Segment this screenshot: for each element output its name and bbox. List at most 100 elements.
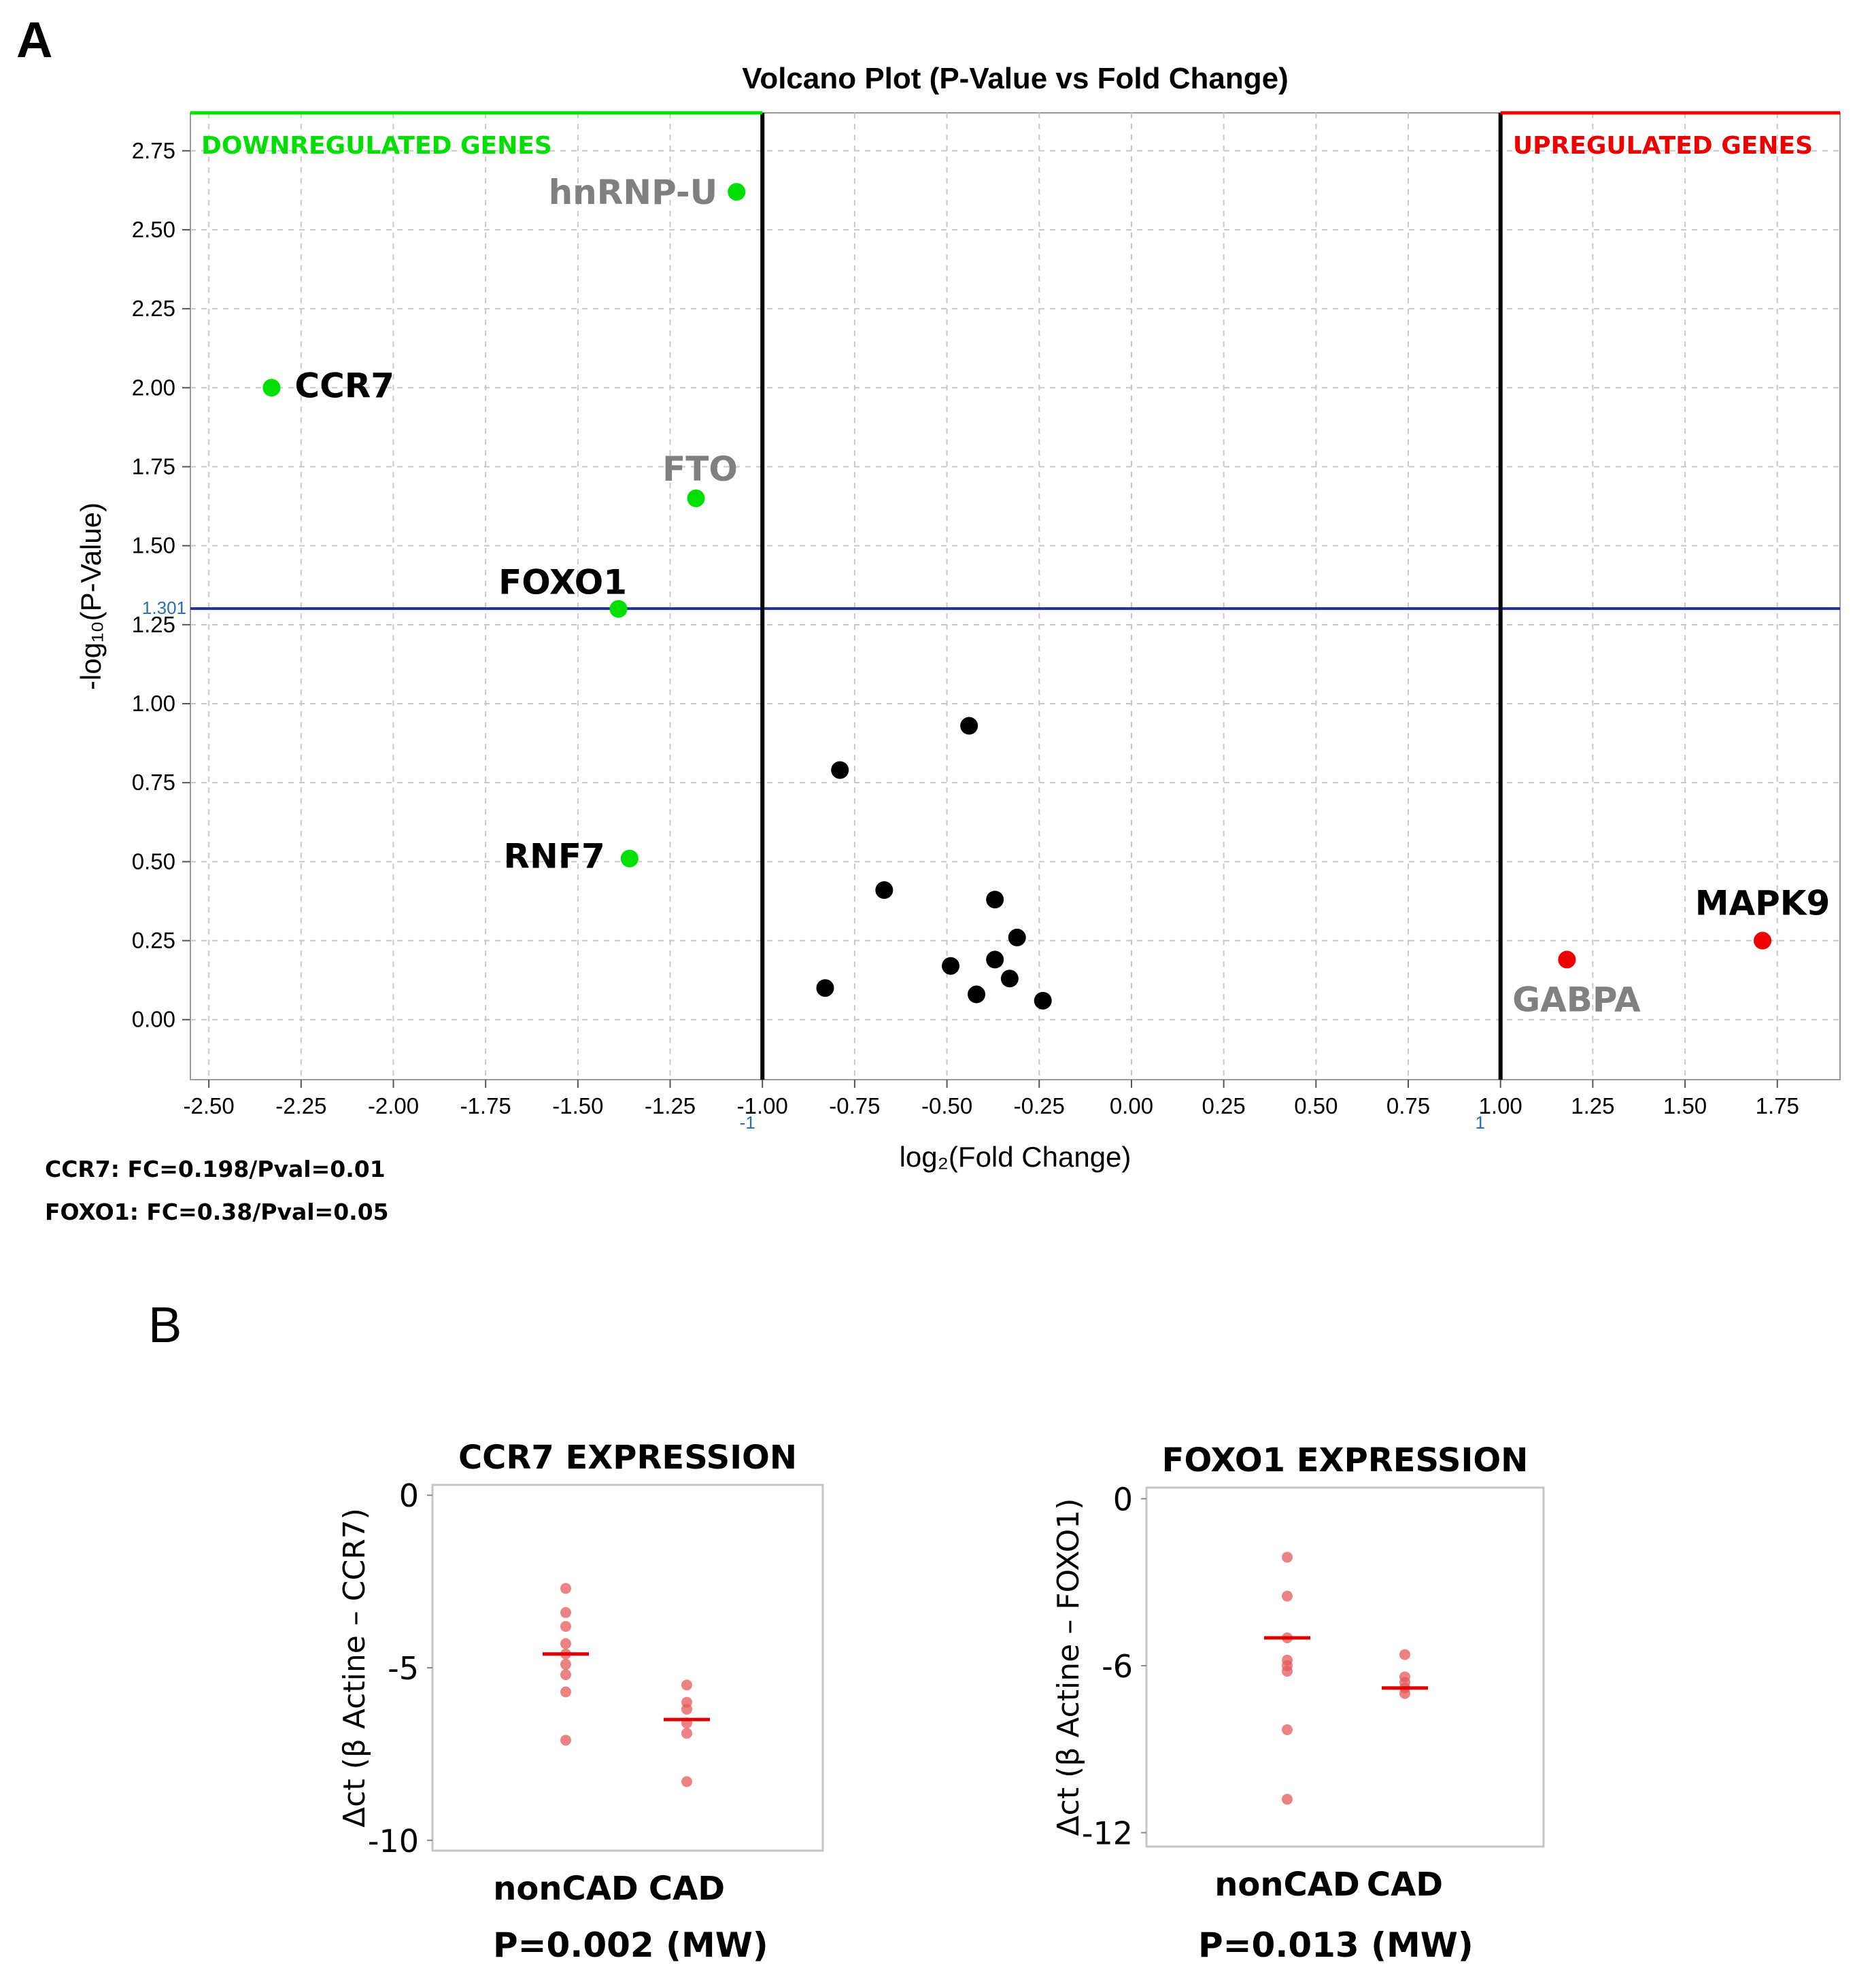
foxo1-category-label: CAD (1367, 1866, 1443, 1904)
point-gene (831, 761, 849, 779)
ccr7-frame (431, 1484, 824, 1852)
foxo1-data-point (1282, 1552, 1293, 1563)
y-tick-label: 1.50 (132, 533, 175, 558)
foxo1-pvalue: P=0.013 (MW) (1198, 1925, 1474, 1965)
point-gene (1000, 970, 1019, 988)
ccr7-data-point (681, 1679, 692, 1691)
x-tick-label: -2.00 (368, 1093, 419, 1118)
ccr7-category-label: CAD (649, 1870, 725, 1908)
y-tick-label: 2.00 (132, 375, 175, 400)
panel-b-label: B (148, 1297, 182, 1353)
gene-label-rnf7: RNF7 (504, 837, 605, 876)
x-tick-label: 0.00 (1110, 1093, 1153, 1118)
x-axis-label: log₂(Fold Change) (900, 1141, 1131, 1173)
y-tick-label: 2.25 (132, 296, 175, 321)
ccr7-y-tick-label: -10 (368, 1823, 419, 1860)
y-tick-label: 0.50 (132, 849, 175, 874)
foxo1-data-point (1282, 1590, 1293, 1602)
point-gene (875, 881, 894, 899)
x-tick-label: 1.25 (1571, 1093, 1614, 1118)
point-gene (968, 985, 986, 1004)
foxo1-y-axis-label: Δct (β Actine – FOXO1) (1051, 1498, 1086, 1836)
point-foxo1 (609, 600, 628, 618)
gene-label-ccr7: CCR7 (294, 366, 394, 405)
x-tick-label: -0.50 (921, 1093, 972, 1118)
ccr7-y-axis-label: Δct (β Actine – CCR7) (337, 1508, 372, 1828)
foxo1-y-tick-label: -6 (1102, 1648, 1133, 1685)
ccr7-data-point (681, 1728, 692, 1739)
y-tick-label: 0.00 (132, 1007, 175, 1032)
x-tick-label: 1.75 (1756, 1093, 1799, 1118)
point-gene (986, 891, 1004, 909)
foxo1-y-tick-label: -12 (1082, 1815, 1133, 1852)
foxo1-category-label: nonCAD (1214, 1866, 1360, 1904)
ccr7-data-point (560, 1658, 571, 1670)
y-tick-label: 2.50 (132, 217, 175, 242)
foxo1-data-point (1282, 1724, 1293, 1736)
ccr7-data-point (560, 1686, 571, 1698)
x-tick-label: -0.75 (829, 1093, 880, 1118)
point-gene (942, 957, 960, 975)
point-gabpa (1558, 950, 1576, 969)
x-tick-label: 0.75 (1386, 1093, 1430, 1118)
plot-frame (190, 112, 1841, 1080)
x-tick-label: 0.50 (1294, 1093, 1338, 1118)
ccr7-data-point (560, 1734, 571, 1746)
chart-title: Volcano Plot (P-Value vs Fold Change) (742, 62, 1289, 95)
ccr7-data-point (681, 1776, 692, 1787)
upregulated-region-label: UPREGULATED GENES (1513, 132, 1813, 160)
ccr7-data-point (560, 1621, 571, 1632)
ccr7-pvalue: P=0.002 (MW) (493, 1925, 768, 1965)
point-mapk9 (1754, 931, 1772, 950)
x-tick-label: -1.75 (460, 1093, 511, 1118)
foxo1-summary-note: FOXO1: FC=0.38/Pval=0.05 (45, 1199, 389, 1225)
x-tick-label: -1.50 (552, 1093, 603, 1118)
x-tick-label: -0.25 (1014, 1093, 1065, 1118)
foxo1-data-point (1399, 1687, 1410, 1699)
y-tick-label: 1.00 (132, 691, 175, 716)
foxo1-data-point (1282, 1666, 1293, 1677)
point-ccr7 (262, 379, 281, 397)
gene-label-mapk9: MAPK9 (1695, 884, 1831, 923)
point-gene (816, 979, 834, 997)
x-tick-label: -1.00 (737, 1093, 788, 1118)
point-gene (1034, 991, 1052, 1010)
foxo1-data-point (1282, 1794, 1293, 1805)
volcano-plot: -2.50 -2.25 -2.00 -1.75 -1.50 -1.25 -1.00 -0.75… (75, 62, 1841, 1173)
x-tick-label: 0.25 (1202, 1093, 1246, 1118)
ccr7-summary-note: CCR7: FC=0.198/Pval=0.01 (45, 1156, 386, 1182)
ccr7-y-tick-label: -5 (388, 1650, 419, 1687)
x-tick-label: 1.50 (1663, 1093, 1707, 1118)
y-tick-label: 0.75 (132, 770, 175, 795)
foxo1-frame (1145, 1486, 1545, 1848)
fold-threshold-high-label: 1 (1475, 1112, 1484, 1133)
point-fto (687, 489, 705, 507)
gene-label-foxo1: FOXO1 (498, 563, 627, 602)
ccr7-data-point (681, 1703, 692, 1715)
foxo1-title: FOXO1 EXPRESSION (1162, 1441, 1529, 1479)
ccr7-category-label: nonCAD (493, 1870, 639, 1908)
pvalue-threshold-label: 1.301 (142, 598, 186, 618)
point-rnf7 (620, 849, 639, 868)
x-tick-label: -1.25 (645, 1093, 696, 1118)
fold-threshold-low-label: -1 (740, 1112, 755, 1133)
y-tick-label: 1.25 (132, 612, 175, 637)
foxo1-data-point (1399, 1649, 1410, 1660)
y-axis-label: -log₁₀(P-Value) (75, 502, 107, 690)
downregulated-region-label: DOWNREGULATED GENES (201, 132, 552, 160)
y-tick-label: 2.75 (132, 138, 175, 163)
gene-label-fto: FTO (662, 449, 738, 489)
point-gene (1008, 928, 1026, 946)
foxo1-y-tick-label: 0 (1113, 1481, 1133, 1518)
point-gene (986, 950, 1004, 969)
x-tick-label: -2.50 (184, 1093, 235, 1118)
x-tick-label: 1.00 (1479, 1093, 1522, 1118)
gene-label-hnrnp-u: hnRNP-U (549, 173, 718, 212)
point-gene (960, 717, 978, 735)
ccr7-data-point (560, 1669, 571, 1681)
ccr7-data-point (560, 1638, 571, 1649)
y-tick-label: 1.75 (132, 453, 175, 479)
ccr7-title: CCR7 EXPRESSION (458, 1439, 797, 1477)
ccr7-data-point (560, 1583, 571, 1594)
